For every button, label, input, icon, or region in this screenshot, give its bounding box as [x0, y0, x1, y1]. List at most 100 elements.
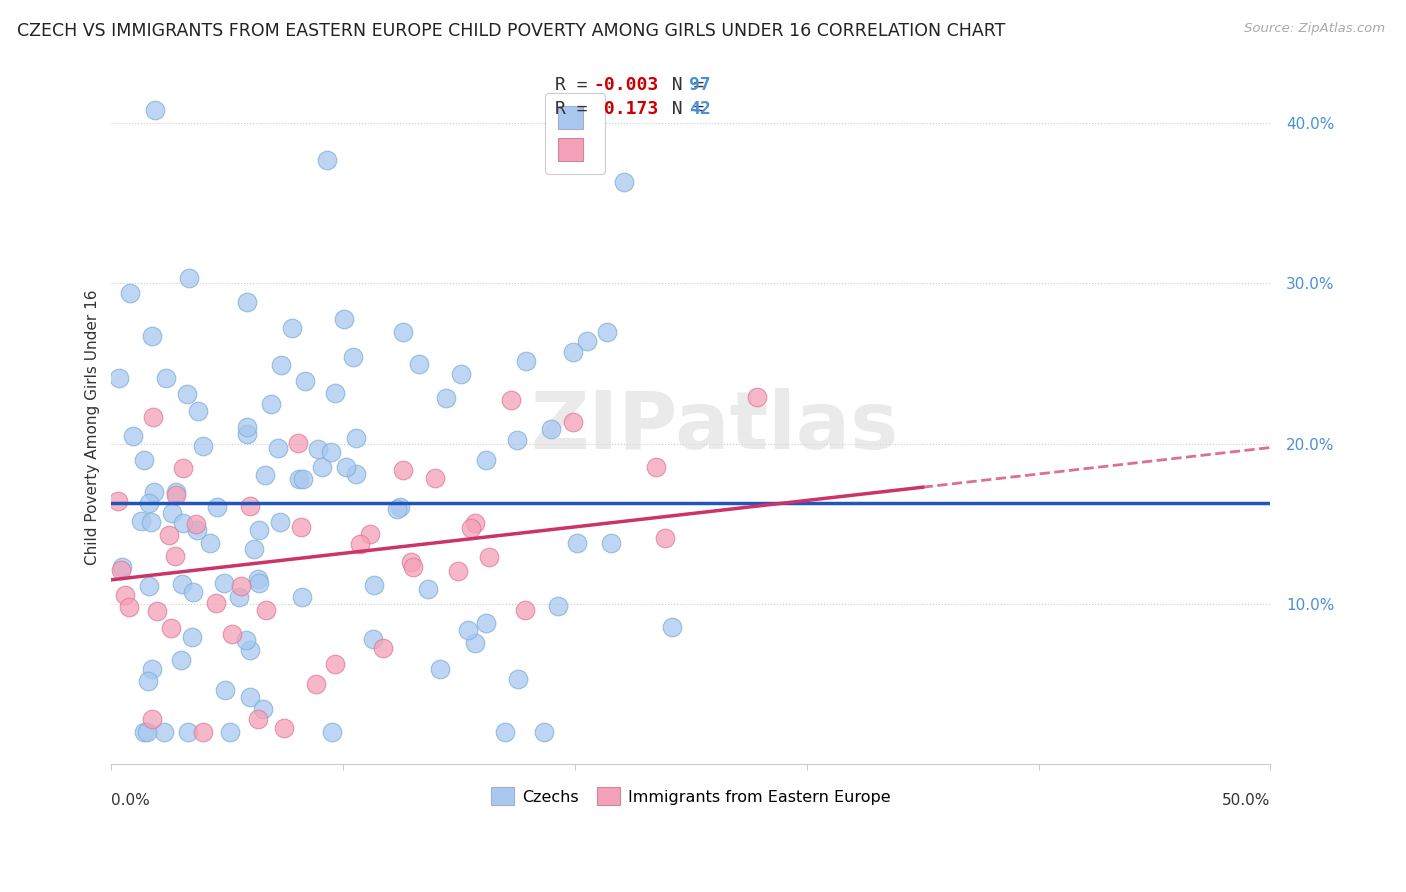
Text: ZIPatlas: ZIPatlas — [530, 389, 898, 467]
Point — [290, 520, 312, 534]
Point — [576, 334, 599, 349]
Point — [191, 439, 214, 453]
Point — [661, 620, 683, 634]
Point — [447, 564, 470, 578]
Point — [385, 502, 408, 516]
Point — [169, 653, 191, 667]
Text: Source: ZipAtlas.com: Source: ZipAtlas.com — [1244, 22, 1385, 36]
Point — [515, 354, 537, 368]
Point — [110, 564, 132, 578]
Point — [165, 484, 187, 499]
Point — [450, 368, 472, 382]
Point — [335, 460, 357, 475]
Point — [107, 371, 129, 385]
Text: N =: N = — [650, 100, 714, 118]
Point — [172, 516, 194, 531]
Text: R =: R = — [555, 100, 599, 118]
Point — [457, 624, 479, 638]
Point — [392, 463, 415, 477]
Text: 97: 97 — [689, 76, 710, 94]
Point — [506, 672, 529, 686]
Point — [176, 387, 198, 401]
Point — [506, 433, 529, 447]
Point — [132, 453, 155, 467]
Point — [253, 467, 276, 482]
Point — [143, 484, 166, 499]
Y-axis label: Child Poverty Among Girls Under 16: Child Poverty Among Girls Under 16 — [86, 290, 100, 566]
Point — [143, 103, 166, 117]
Point — [416, 582, 439, 596]
Point — [460, 521, 482, 535]
Point — [141, 662, 163, 676]
Point — [561, 415, 583, 429]
Point — [165, 549, 187, 563]
Point — [346, 467, 368, 481]
Point — [136, 673, 159, 688]
Point — [361, 632, 384, 646]
Point — [107, 493, 129, 508]
Point — [745, 390, 768, 404]
Point — [342, 350, 364, 364]
Point — [316, 153, 339, 167]
Point — [165, 488, 187, 502]
Point — [120, 286, 142, 301]
Point — [247, 572, 270, 586]
Point — [434, 391, 457, 405]
Point — [181, 584, 204, 599]
Point — [153, 725, 176, 739]
Point — [392, 326, 415, 340]
Point — [243, 541, 266, 556]
Point — [654, 531, 676, 545]
Point — [214, 682, 236, 697]
Point — [269, 515, 291, 529]
Point — [260, 397, 283, 411]
Point — [221, 627, 243, 641]
Point — [252, 701, 274, 715]
Point — [294, 374, 316, 388]
Point — [121, 429, 143, 443]
Text: 42: 42 — [689, 100, 710, 118]
Point — [273, 721, 295, 735]
Point — [291, 590, 314, 604]
Point — [160, 506, 183, 520]
Point — [142, 409, 165, 424]
Point — [600, 536, 623, 550]
Point — [515, 603, 537, 617]
Point — [249, 523, 271, 537]
Point — [254, 602, 277, 616]
Point — [474, 615, 496, 630]
Point — [494, 725, 516, 739]
Point — [236, 419, 259, 434]
Point — [129, 514, 152, 528]
Point — [159, 622, 181, 636]
Point — [228, 590, 250, 604]
Point — [200, 536, 222, 550]
Text: CZECH VS IMMIGRANTS FROM EASTERN EUROPE CHILD POVERTY AMONG GIRLS UNDER 16 CORRE: CZECH VS IMMIGRANTS FROM EASTERN EUROPE … — [17, 22, 1005, 40]
Point — [181, 630, 204, 644]
Point — [321, 445, 343, 459]
Point — [235, 633, 257, 648]
Point — [205, 500, 228, 514]
Point — [464, 516, 486, 530]
Point — [464, 636, 486, 650]
Text: R =: R = — [555, 76, 599, 94]
Text: N =: N = — [650, 76, 714, 94]
Point — [323, 385, 346, 400]
Point — [239, 642, 262, 657]
Point — [287, 436, 309, 450]
Text: 0.0%: 0.0% — [111, 793, 150, 807]
Point — [429, 662, 451, 676]
Point — [288, 472, 311, 486]
Point — [247, 576, 270, 591]
Point — [475, 453, 498, 467]
Point — [344, 431, 367, 445]
Point — [132, 725, 155, 739]
Point — [141, 329, 163, 343]
Point — [157, 527, 180, 541]
Point — [219, 725, 242, 739]
Point — [281, 321, 304, 335]
Point — [239, 690, 262, 705]
Point — [645, 460, 668, 475]
Point — [613, 175, 636, 189]
Point — [184, 516, 207, 531]
